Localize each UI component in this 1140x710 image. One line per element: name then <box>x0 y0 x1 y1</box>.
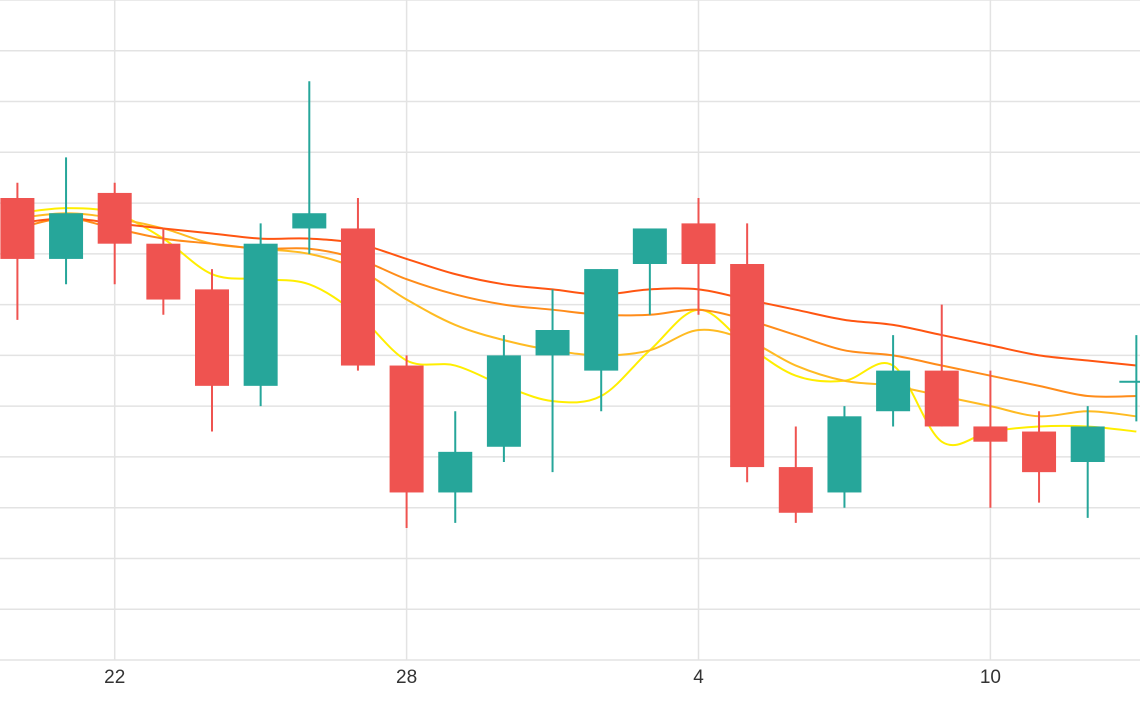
candle-down <box>681 198 716 315</box>
candle-up <box>632 228 667 315</box>
candle-body <box>827 416 862 493</box>
candle-down <box>97 182 132 285</box>
candle-up <box>438 411 473 523</box>
candle-up <box>49 157 84 285</box>
candle-body <box>292 213 327 229</box>
candle-down <box>389 355 424 528</box>
candle-body <box>146 243 181 300</box>
x-axis: 22284101620 <box>104 667 1001 688</box>
candle-body <box>486 355 521 447</box>
candles <box>0 81 1140 528</box>
x-tick-label: 22 <box>104 667 125 688</box>
candle-body <box>49 213 84 259</box>
moving-average-lines <box>17 207 1137 447</box>
candle-body <box>1070 426 1105 462</box>
candle-body <box>1022 431 1057 473</box>
candle-down <box>340 198 375 371</box>
candle-body <box>340 228 375 366</box>
candle-down <box>1022 411 1057 503</box>
candle-up <box>486 335 521 462</box>
candle-body <box>389 365 424 493</box>
candle-up <box>584 269 619 412</box>
x-tick-label: 4 <box>693 667 704 688</box>
candle-body <box>924 370 959 427</box>
candle-down <box>730 223 765 483</box>
candle-body <box>876 370 911 412</box>
candle-body <box>584 269 619 371</box>
candle-down <box>778 426 813 523</box>
candle-down <box>973 370 1008 508</box>
candle-body <box>1119 380 1140 383</box>
candle-down <box>195 269 229 432</box>
candle-body <box>730 264 765 468</box>
candle-up <box>535 289 570 473</box>
x-tick-label: 28 <box>396 667 417 688</box>
candle-body <box>632 228 667 264</box>
candle-body <box>973 426 1008 442</box>
candle-body <box>778 467 813 513</box>
grid <box>0 0 1140 661</box>
candle-body <box>195 289 229 386</box>
candle-body <box>535 330 570 356</box>
candle-body <box>97 192 132 244</box>
x-tick-label: 10 <box>980 667 1001 688</box>
candle-up <box>1119 335 1140 422</box>
moving-average-line-4 <box>17 217 1137 367</box>
candle-down <box>0 182 35 320</box>
candle-up <box>1070 406 1105 518</box>
moving-average-line-2 <box>17 212 1137 418</box>
candle-up <box>292 81 327 254</box>
candle-body <box>438 451 473 493</box>
candle-body <box>243 243 278 386</box>
moving-average-line-1 <box>17 207 1137 447</box>
candle-body <box>0 198 35 259</box>
candle-down <box>146 228 181 315</box>
candle-up <box>243 223 278 407</box>
candle-up <box>827 406 862 508</box>
candle-down <box>924 304 959 427</box>
candle-up <box>876 335 911 427</box>
candle-body <box>681 223 716 264</box>
moving-average-line-3 <box>17 217 1137 398</box>
